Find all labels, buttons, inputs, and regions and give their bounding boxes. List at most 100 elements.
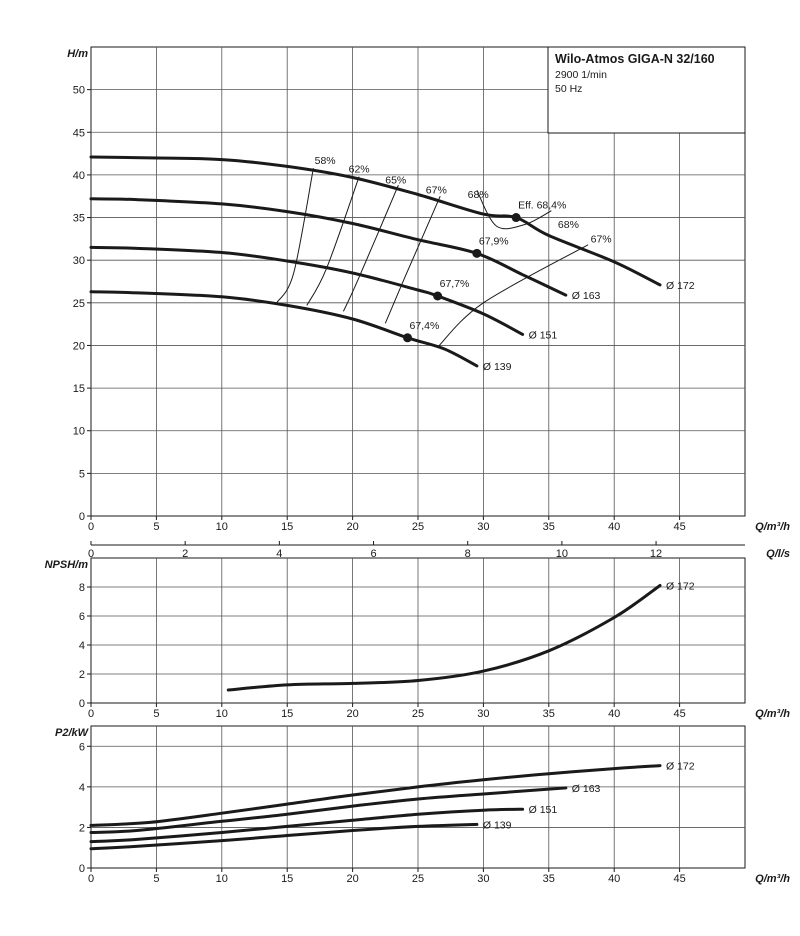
curve-layer bbox=[89, 155, 662, 851]
power-series-line bbox=[89, 822, 479, 851]
power-x-tick-label: 0 bbox=[88, 873, 94, 885]
title-box bbox=[547, 46, 746, 134]
head-x-tick-label: 40 bbox=[608, 521, 620, 533]
head-y-tick-label: 5 bbox=[79, 468, 85, 480]
head-y-tick-label: 25 bbox=[73, 298, 85, 310]
power-x-axis-label: Q/m³/h bbox=[755, 873, 790, 885]
power-x-tick-label: 35 bbox=[543, 873, 555, 885]
npsh-y-tick-label: 4 bbox=[79, 640, 85, 652]
head-y-axis-label: H/m bbox=[67, 48, 88, 60]
secondary-x-tick-label: 6 bbox=[370, 548, 376, 560]
npsh-x-tick-label: 35 bbox=[543, 708, 555, 720]
chart-title: Wilo-Atmos GIGA-N 32/160 bbox=[555, 52, 715, 66]
npsh-y-tick-label: 8 bbox=[79, 582, 85, 594]
head-y-tick-label: 30 bbox=[73, 255, 85, 267]
grid-layer bbox=[87, 46, 746, 872]
frequency-label: 50 Hz bbox=[555, 83, 582, 95]
head-y-tick-label: 50 bbox=[73, 85, 85, 97]
npsh-x-tick-label: 10 bbox=[216, 708, 228, 720]
head-y-tick-label: 40 bbox=[73, 170, 85, 182]
npsh-x-tick-label: 0 bbox=[88, 708, 94, 720]
best-efficiency-point bbox=[472, 248, 482, 258]
head-series-line bbox=[89, 245, 525, 336]
power-y-tick-label: 4 bbox=[79, 782, 85, 794]
efficiency-connector bbox=[476, 190, 552, 230]
head-series-label: Ø 163 bbox=[572, 290, 601, 302]
npsh-x-tick-label: 45 bbox=[673, 708, 685, 720]
power-x-tick-label: 25 bbox=[412, 873, 424, 885]
npsh-x-tick-label: 15 bbox=[281, 708, 293, 720]
secondary-x-tick-label: 4 bbox=[276, 548, 282, 560]
npsh-y-tick-label: 0 bbox=[79, 698, 85, 710]
power-y-tick-label: 6 bbox=[79, 741, 85, 753]
efficiency-annotation: 58% bbox=[315, 155, 336, 167]
npsh-x-tick-label: 40 bbox=[608, 708, 620, 720]
secondary-x-tick-label: 0 bbox=[88, 548, 94, 560]
head-x-tick-label: 5 bbox=[153, 521, 159, 533]
best-efficiency-label: 67,9% bbox=[479, 235, 509, 247]
npsh-x-tick-label: 30 bbox=[477, 708, 489, 720]
best-efficiency-point bbox=[433, 291, 443, 301]
head-x-tick-label: 0 bbox=[88, 521, 94, 533]
power-series-label: Ø 163 bbox=[572, 783, 601, 795]
power-y-tick-label: 0 bbox=[79, 863, 85, 875]
efficiency-annotation: 68% bbox=[558, 219, 579, 231]
power-y-tick-label: 2 bbox=[79, 822, 85, 834]
head-x-tick-label: 45 bbox=[673, 521, 685, 533]
efficiency-line bbox=[384, 196, 441, 324]
head-y-tick-label: 35 bbox=[73, 213, 85, 225]
head-x-tick-label: 30 bbox=[477, 521, 489, 533]
efficiency-line bbox=[437, 244, 589, 348]
npsh-y-tick-label: 6 bbox=[79, 611, 85, 623]
secondary-x-tick-label: 8 bbox=[465, 548, 471, 560]
power-y-axis-label: P2/kW bbox=[55, 727, 90, 739]
efficiency-annotation: 65% bbox=[385, 174, 406, 186]
efficiency-line bbox=[342, 184, 399, 312]
npsh-x-axis-label: Q/m³/h bbox=[755, 708, 790, 720]
secondary-x-axis-label: Q/l/s bbox=[766, 548, 790, 560]
efficiency-line bbox=[276, 168, 314, 304]
power-x-tick-label: 40 bbox=[608, 873, 620, 885]
power-series-line bbox=[89, 764, 662, 827]
power-x-tick-label: 20 bbox=[346, 873, 358, 885]
secondary-x-tick-label: 10 bbox=[556, 548, 568, 560]
efficiency-annotation: 62% bbox=[349, 163, 370, 175]
best-efficiency-label: 67,4% bbox=[410, 320, 440, 332]
head-x-tick-label: 35 bbox=[543, 521, 555, 533]
efficiency-annotation: 67% bbox=[426, 185, 447, 197]
power-series-label: Ø 172 bbox=[666, 761, 695, 773]
npsh-y-tick-label: 2 bbox=[79, 669, 85, 681]
power-series-line bbox=[89, 786, 568, 834]
best-efficiency-point bbox=[403, 333, 413, 343]
secondary-x-tick-label: 2 bbox=[182, 548, 188, 560]
npsh-x-tick-label: 25 bbox=[412, 708, 424, 720]
power-x-tick-label: 30 bbox=[477, 873, 489, 885]
head-series-line bbox=[89, 155, 662, 287]
head-y-tick-label: 20 bbox=[73, 340, 85, 352]
npsh-x-tick-label: 20 bbox=[346, 708, 358, 720]
best-efficiency-label: 67,7% bbox=[440, 278, 470, 290]
head-y-tick-label: 10 bbox=[73, 426, 85, 438]
head-x-axis-label: Q/m³/h bbox=[755, 521, 790, 533]
npsh-y-axis-label: NPSH/m bbox=[45, 559, 89, 571]
power-series-label: Ø 151 bbox=[529, 804, 558, 816]
power-series-line bbox=[89, 807, 525, 844]
head-series-line bbox=[89, 197, 568, 297]
power-x-tick-label: 15 bbox=[281, 873, 293, 885]
efficiency-line bbox=[306, 176, 360, 306]
npsh-x-tick-label: 5 bbox=[153, 708, 159, 720]
efficiency-annotation: 67% bbox=[591, 233, 612, 245]
head-x-tick-label: 20 bbox=[346, 521, 358, 533]
head-y-tick-label: 45 bbox=[73, 127, 85, 139]
head-y-tick-label: 15 bbox=[73, 383, 85, 395]
power-x-tick-label: 45 bbox=[673, 873, 685, 885]
head-x-tick-label: 15 bbox=[281, 521, 293, 533]
head-y-tick-label: 0 bbox=[79, 511, 85, 523]
head-series-label: Ø 139 bbox=[483, 361, 512, 373]
efficiency-annotation: 68% bbox=[468, 189, 489, 201]
head-x-tick-label: 10 bbox=[216, 521, 228, 533]
head-x-tick-label: 25 bbox=[412, 521, 424, 533]
npsh-series-line bbox=[226, 584, 662, 692]
best-efficiency-label: Eff. 68,4% bbox=[518, 200, 566, 212]
